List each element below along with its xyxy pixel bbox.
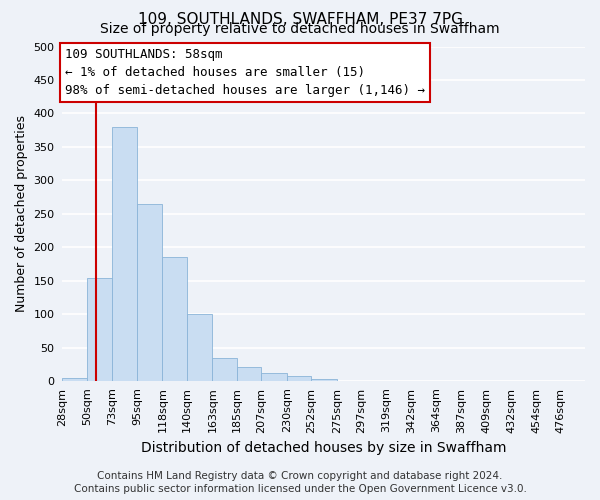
- X-axis label: Distribution of detached houses by size in Swaffham: Distribution of detached houses by size …: [141, 441, 506, 455]
- Bar: [187, 314, 212, 382]
- Bar: [287, 376, 311, 382]
- Bar: [87, 278, 112, 382]
- Bar: [212, 358, 237, 382]
- Bar: [163, 258, 187, 382]
- Bar: [237, 366, 262, 382]
- Bar: [311, 380, 337, 382]
- Y-axis label: Number of detached properties: Number of detached properties: [15, 116, 28, 312]
- Bar: [137, 204, 163, 382]
- Bar: [112, 127, 137, 382]
- Bar: [262, 372, 287, 382]
- Bar: [62, 378, 87, 382]
- Text: Size of property relative to detached houses in Swaffham: Size of property relative to detached ho…: [100, 22, 500, 36]
- Text: 109, SOUTHLANDS, SWAFFHAM, PE37 7PG: 109, SOUTHLANDS, SWAFFHAM, PE37 7PG: [137, 12, 463, 28]
- Text: 109 SOUTHLANDS: 58sqm
← 1% of detached houses are smaller (15)
98% of semi-detac: 109 SOUTHLANDS: 58sqm ← 1% of detached h…: [65, 48, 425, 97]
- Text: Contains HM Land Registry data © Crown copyright and database right 2024.
Contai: Contains HM Land Registry data © Crown c…: [74, 471, 526, 494]
